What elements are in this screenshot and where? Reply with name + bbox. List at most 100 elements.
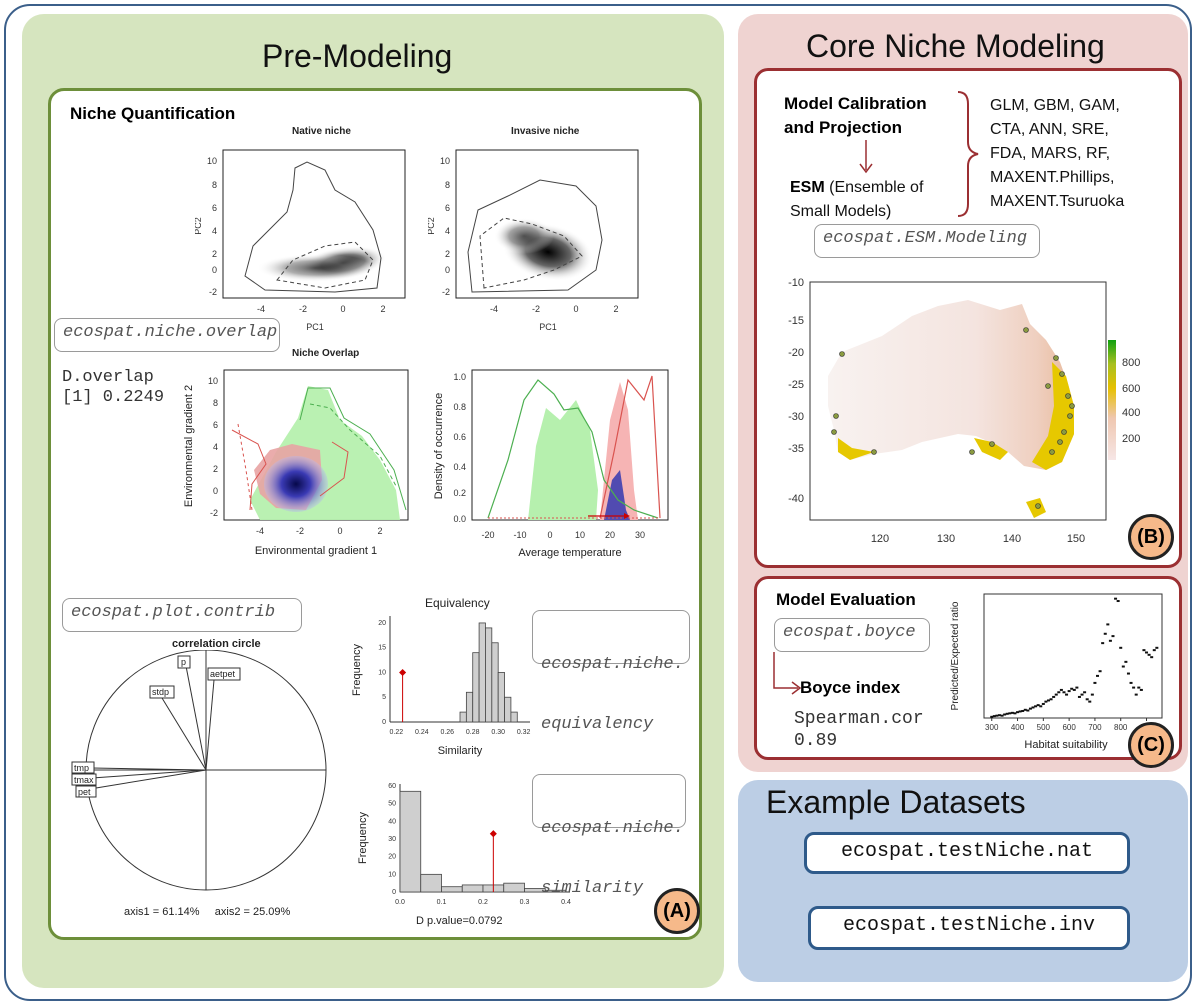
similarity-histogram: 0.0 0.1 0.2 0.3 0.4 0 10 20 30 40 50 60 Frequency D… — [357, 783, 571, 927]
models-line-5: MAXENT.Tsuruoka — [990, 193, 1125, 210]
svg-text:2: 2 — [377, 526, 382, 536]
histogram-bar — [459, 711, 467, 723]
equivalency-function-line1: ecospat.niche. — [541, 655, 684, 674]
svg-text:0: 0 — [340, 304, 345, 314]
niche-quantification-title: Niche Quantification — [70, 104, 236, 123]
svg-text:0: 0 — [573, 304, 578, 314]
svg-text:-2: -2 — [296, 526, 304, 536]
boyce-point — [1023, 708, 1027, 711]
boyce-arrow — [773, 652, 802, 695]
badge-b: (B) — [1128, 514, 1174, 560]
native-pc1-label: PC1 — [306, 322, 324, 332]
histogram-bar — [497, 672, 505, 723]
histogram-x-tick: 0.28 — [466, 729, 480, 736]
esm-bold: ESM — [790, 179, 825, 196]
boyce-x-tick: 300 — [985, 723, 999, 732]
axis-summary: axis1 = 61.14% axis2 = 25.09% — [124, 906, 291, 918]
svg-text:-2: -2 — [299, 304, 307, 314]
boyce-point — [1096, 674, 1100, 677]
models-line-1: GLM, GBM, GAM, — [990, 97, 1120, 114]
boyce-point — [1103, 632, 1107, 635]
boyce-point — [1150, 656, 1154, 659]
variable-label-pet: pet — [78, 787, 91, 797]
boyce-point — [1132, 686, 1136, 689]
boyce-point — [1129, 681, 1133, 684]
svg-text:4: 4 — [213, 442, 218, 452]
histogram-bar — [510, 711, 518, 723]
density-occurrence-plot: 1.0 0.8 0.6 0.4 0.2 0.0 -20 -10 0 10 20 30 Ave… — [433, 369, 669, 559]
svg-text:140: 140 — [1003, 533, 1021, 545]
variable-label-tmp: tmp — [74, 763, 89, 773]
boyce-point — [1062, 691, 1066, 694]
boyce-point — [995, 714, 999, 717]
svg-text:150: 150 — [1067, 533, 1085, 545]
svg-text:0.6: 0.6 — [453, 432, 466, 442]
histogram-bar — [465, 691, 474, 723]
boyce-point — [1049, 698, 1053, 701]
esm-line2: Small Models) — [790, 203, 892, 220]
pre-modeling-title: Pre-Modeling — [262, 38, 453, 74]
boyce-x-tick: 400 — [1011, 723, 1025, 732]
models-line-4: MAXENT.Phillips, — [990, 169, 1115, 186]
native-niche-title: Native niche — [292, 126, 351, 137]
spearman-value: 0.89 — [794, 731, 838, 751]
svg-text:6: 6 — [212, 203, 217, 213]
boyce-point — [1005, 712, 1009, 715]
models-line-3: FDA, MARS, RF, — [990, 145, 1111, 162]
esm-modeling-function-box: ecospat.ESM.Modeling — [814, 224, 1040, 258]
boyce-point — [1124, 660, 1128, 663]
boyce-x-tick: 800 — [1114, 723, 1128, 732]
boyce-point — [1013, 712, 1017, 715]
invasive-pc2-label: PC2 — [428, 217, 436, 235]
boyce-point — [1046, 699, 1050, 702]
models-brace — [957, 91, 979, 217]
svg-text:2: 2 — [212, 249, 217, 259]
boyce-x-tick: 500 — [1037, 723, 1051, 732]
svg-text:200: 200 — [1122, 433, 1140, 445]
esm-label: ESM (Ensemble of Small Models) — [790, 176, 923, 224]
svg-text:2: 2 — [445, 249, 450, 259]
boyce-point — [997, 714, 1001, 717]
boyce-point — [1000, 714, 1004, 717]
boyce-point — [1088, 700, 1092, 703]
model-calibration-label: Model Calibration and Projection — [784, 92, 927, 140]
similarity-ylabel: Frequency — [357, 812, 369, 864]
boyce-point — [1152, 649, 1156, 652]
svg-text:6: 6 — [445, 203, 450, 213]
histogram-x-tick: 0.26 — [440, 729, 454, 736]
badge-c: (C) — [1128, 722, 1174, 768]
svg-text:0.2: 0.2 — [453, 488, 466, 498]
svg-text:130: 130 — [937, 533, 955, 545]
boyce-point — [1067, 690, 1071, 693]
boyce-point — [1021, 709, 1025, 712]
env-gradient-2-label: Environmental gradient 2 — [183, 385, 195, 507]
equivalency-title: Equivalency — [425, 596, 490, 610]
boyce-point — [1075, 686, 1079, 689]
svg-text:600: 600 — [1122, 383, 1140, 395]
niche-overlap-title: Niche Overlap — [292, 348, 360, 359]
example-datasets-title: Example Datasets — [766, 784, 1026, 820]
svg-text:-35: -35 — [788, 443, 804, 455]
boyce-point — [1077, 695, 1081, 698]
niche-overlap-function-box: ecospat.niche.overlap — [54, 318, 280, 352]
similarity-function-line1: ecospat.niche. — [541, 819, 684, 838]
boyce-point — [1036, 704, 1040, 707]
boyce-point — [1034, 705, 1038, 708]
boyce-point — [1016, 711, 1020, 714]
variable-label-tmax: tmax — [74, 775, 94, 785]
svg-text:0: 0 — [212, 265, 217, 275]
boyce-point — [1085, 698, 1089, 701]
histogram-y-tick: 50 — [388, 801, 396, 808]
histogram-bar — [441, 886, 463, 893]
equivalency-xlabel: Similarity — [438, 745, 483, 757]
svg-text:120: 120 — [871, 533, 889, 545]
equivalency-histogram: 0.22 0.24 0.26 0.28 0.30 0.32 0 5 10 15 20 Frequen… — [351, 616, 531, 757]
density-ylabel: Density of occurrence — [433, 393, 445, 499]
boyce-point — [1057, 691, 1061, 694]
boyce-point — [1083, 691, 1087, 694]
histogram-y-tick: 5 — [382, 694, 386, 701]
invasive-pc1-label: PC1 — [539, 322, 557, 332]
boyce-point — [1026, 709, 1030, 712]
svg-text:10: 10 — [208, 376, 218, 386]
histogram-bar — [504, 696, 512, 723]
